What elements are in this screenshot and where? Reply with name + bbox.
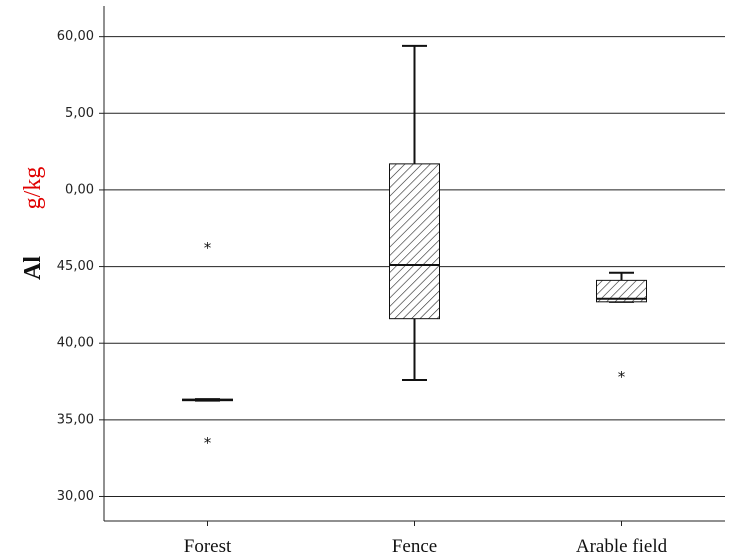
y-axis-unit: g/kg [20, 167, 46, 210]
y-tick-label: 0,00 [65, 182, 94, 197]
box [596, 279, 647, 303]
y-tick-label: 35,00 [57, 412, 94, 427]
outlier: * [204, 434, 212, 452]
y-tick-label: 5,00 [65, 106, 94, 121]
y-tick-label: 40,00 [57, 336, 94, 351]
outlier: * [204, 239, 212, 257]
y-tick-label: 30,00 [57, 489, 94, 504]
box [389, 163, 440, 320]
x-tick-label: Forest [184, 536, 232, 557]
y-tick-label: 45,00 [57, 259, 94, 274]
x-tick-label: Arable field [576, 536, 668, 557]
y-axis-label: Al [20, 256, 46, 280]
outlier: * [618, 368, 626, 386]
y-tick-label: 60,00 [57, 29, 94, 44]
x-tick-label: Fence [392, 536, 437, 557]
